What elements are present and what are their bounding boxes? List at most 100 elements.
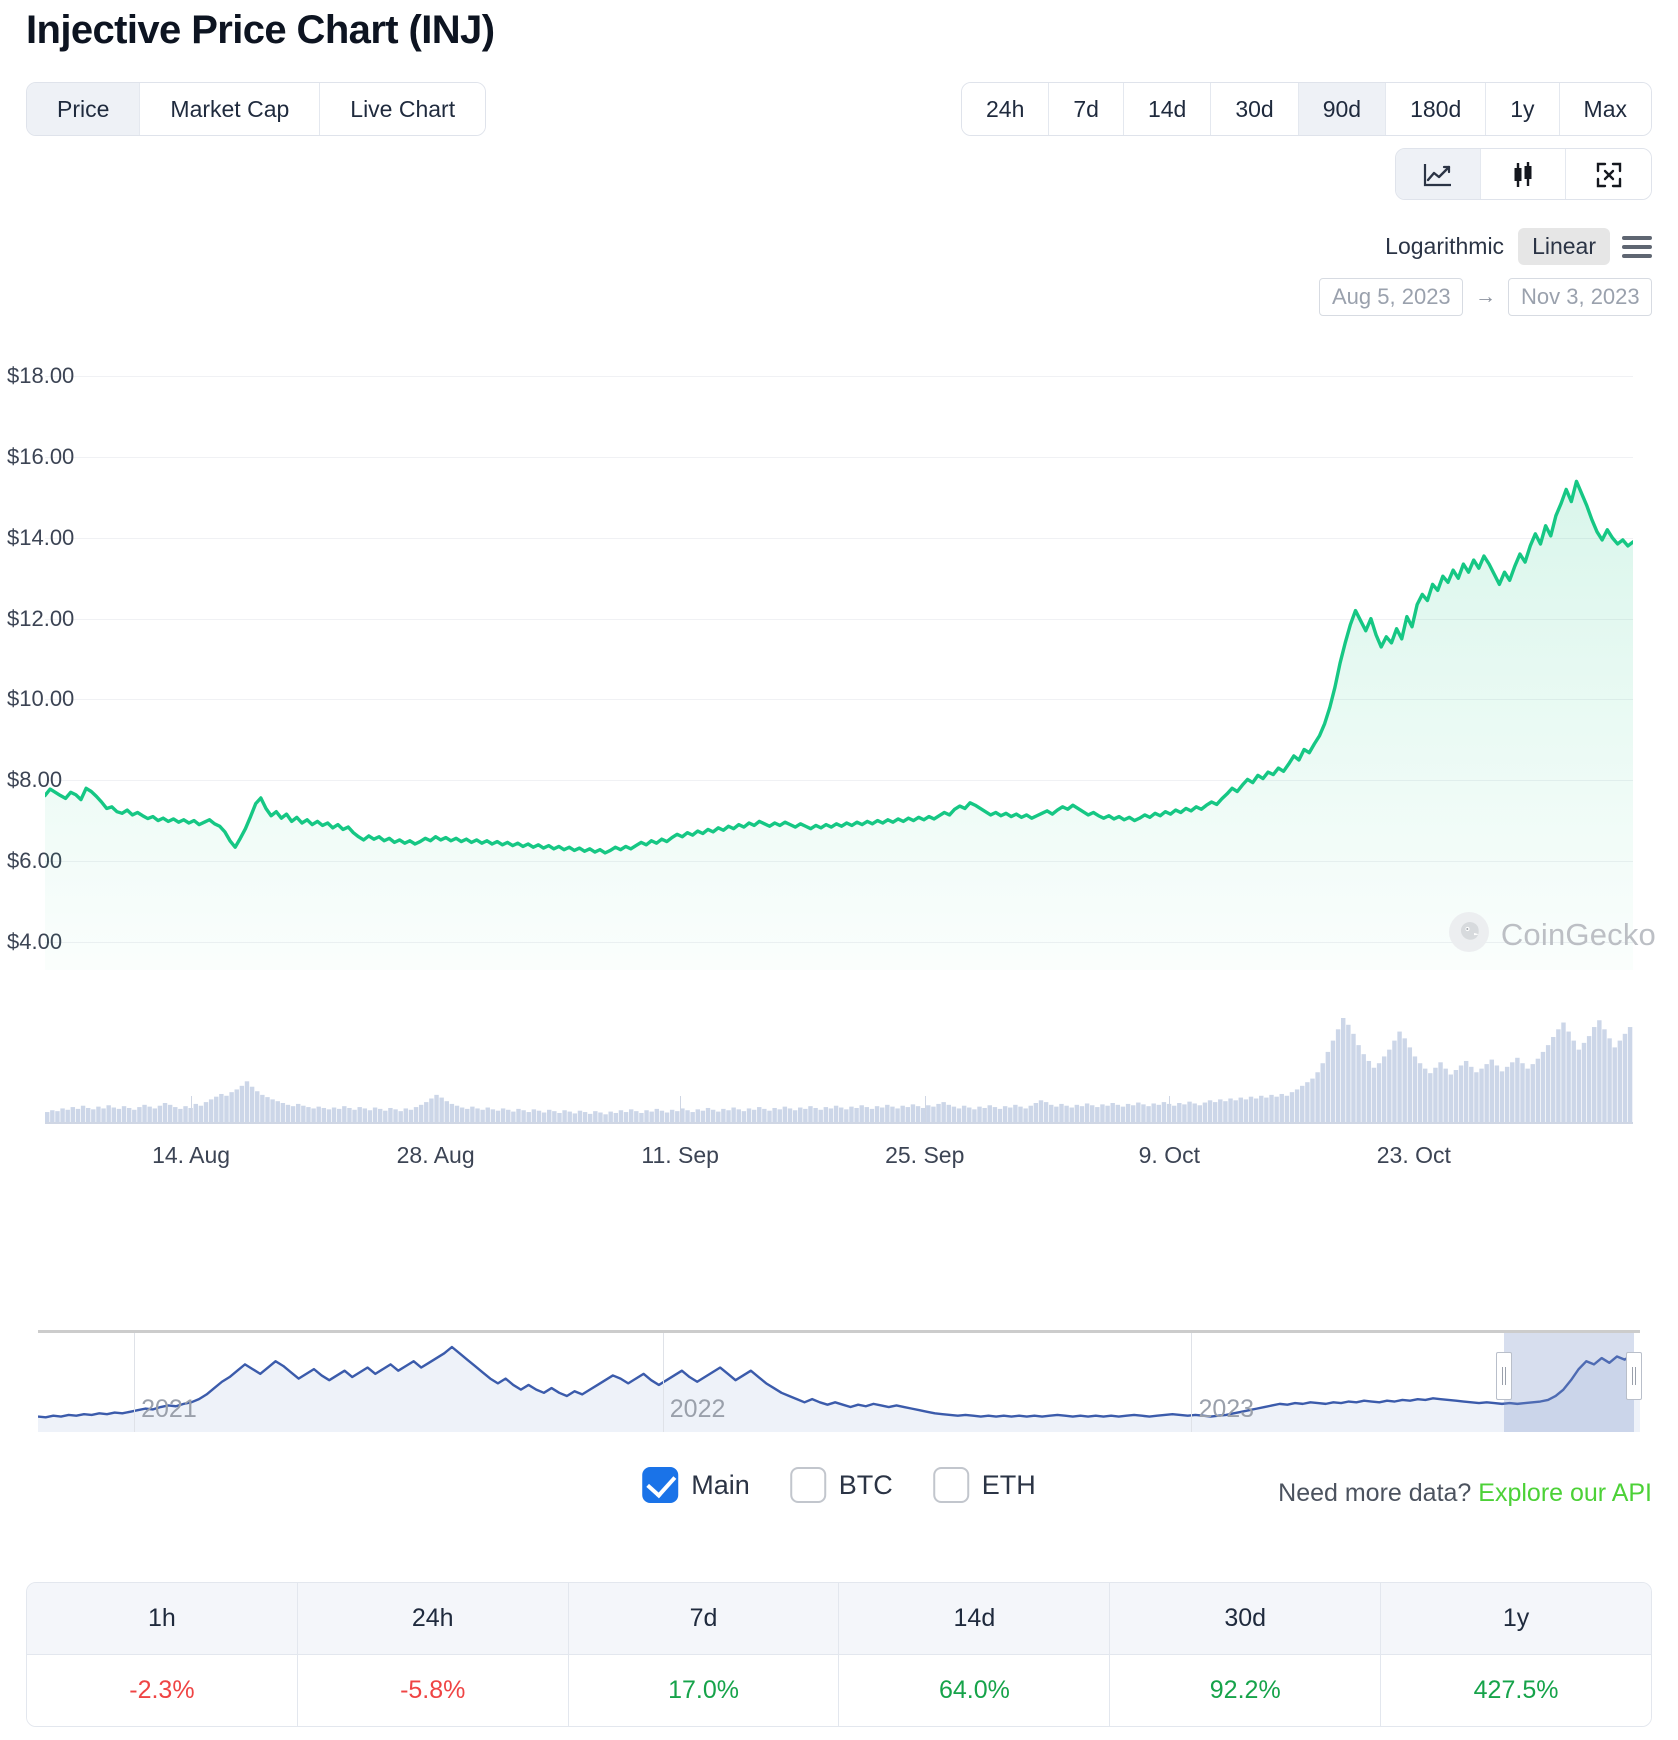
gridline bbox=[45, 537, 1633, 539]
line-chart-button[interactable] bbox=[1396, 149, 1481, 199]
view-tabs[interactable]: Price Market Cap Live Chart bbox=[26, 82, 487, 136]
x-axis-tick bbox=[1169, 1096, 1171, 1124]
range-tab-7d[interactable]: 7d bbox=[1049, 83, 1124, 135]
x-axis-tick bbox=[191, 1096, 193, 1124]
navigator-year-separator bbox=[662, 1333, 664, 1432]
x-axis-tick bbox=[435, 1096, 437, 1124]
x-axis-label: 9. Oct bbox=[1138, 1142, 1200, 1168]
legend-label: ETH bbox=[981, 1469, 1036, 1500]
x-axis-label: 11. Sep bbox=[641, 1142, 719, 1168]
navigator-handle-right[interactable] bbox=[1625, 1352, 1642, 1400]
navigator-year-separator bbox=[1191, 1333, 1193, 1432]
range-tab-14d[interactable]: 14d bbox=[1123, 83, 1212, 135]
series-legend: Main BTC ETH bbox=[0, 1467, 1678, 1527]
stats-value-24h: -5.8% bbox=[298, 1655, 569, 1726]
candlestick-chart-button[interactable] bbox=[1481, 149, 1566, 199]
range-tab-180d[interactable]: 180d bbox=[1386, 83, 1487, 135]
stats-value-14d: 64.0% bbox=[839, 1655, 1111, 1726]
x-axis-label: 25. Sep bbox=[885, 1142, 965, 1168]
legend-label: BTC bbox=[838, 1469, 893, 1500]
x-axis-tick bbox=[1413, 1096, 1415, 1124]
checkbox-eth[interactable] bbox=[932, 1467, 969, 1503]
range-tab-90d[interactable]: 90d bbox=[1298, 83, 1387, 135]
checkbox-main[interactable] bbox=[642, 1467, 679, 1503]
fullscreen-button[interactable] bbox=[1566, 149, 1651, 199]
range-tab-1y[interactable]: 1y bbox=[1486, 83, 1560, 135]
gridline bbox=[45, 457, 1633, 459]
line-chart-icon bbox=[1423, 162, 1453, 188]
range-tab-30d[interactable]: 30d bbox=[1211, 83, 1299, 135]
x-axis-line bbox=[45, 1122, 1633, 1124]
chart-area: $18.00 $16.00 $14.00 $12.00 $10.00 $8.00 $6.00… bbox=[0, 340, 1678, 1300]
navigator-handle-left[interactable] bbox=[1495, 1352, 1512, 1400]
legend-item-main[interactable]: Main bbox=[642, 1467, 750, 1503]
stats-header-30d: 30d bbox=[1110, 1583, 1382, 1654]
navigator-selection-window[interactable] bbox=[1503, 1333, 1634, 1432]
navigator-year-label: 2021 bbox=[141, 1395, 197, 1423]
price-change-table: 1h 24h 7d 14d 30d 1y -2.3% -5.8% 17.0% 64.0% 92.2… bbox=[26, 1582, 1652, 1727]
coingecko-logo-icon bbox=[1447, 910, 1491, 959]
end-date-input[interactable]: Nov 3, 2023 bbox=[1508, 278, 1652, 316]
scale-toggle-row[interactable]: Logarithmic Linear bbox=[1371, 228, 1652, 265]
volume-plot bbox=[45, 1012, 1633, 1122]
api-note: Need more data? Explore our API bbox=[1278, 1479, 1652, 1508]
logarithmic-scale-option[interactable]: Logarithmic bbox=[1371, 228, 1518, 265]
y-axis-label: $16.00 bbox=[7, 444, 75, 470]
range-navigator[interactable]: 2021 2022 2023 bbox=[38, 1330, 1642, 1432]
stats-header-14d: 14d bbox=[839, 1583, 1111, 1654]
page-title: Injective Price Chart (INJ) bbox=[26, 8, 495, 52]
stats-value-1y: 427.5% bbox=[1473, 1676, 1559, 1704]
gridline bbox=[45, 618, 1633, 620]
chart-type-buttons[interactable] bbox=[1395, 148, 1652, 200]
hamburger-menu-icon[interactable] bbox=[1622, 235, 1652, 258]
navigator-top-border bbox=[38, 1330, 1640, 1333]
date-range-row[interactable]: Aug 5, 2023 → Nov 3, 2023 bbox=[1319, 278, 1652, 316]
candlestick-chart-icon bbox=[1509, 161, 1537, 189]
range-tab-24h[interactable]: 24h bbox=[961, 83, 1050, 135]
gridline bbox=[45, 780, 1633, 782]
range-tab-max[interactable]: Max bbox=[1559, 83, 1651, 135]
view-tab-live-chart[interactable]: Live Chart bbox=[320, 83, 486, 135]
stats-header-7d: 7d bbox=[569, 1583, 840, 1654]
x-axis-tick bbox=[680, 1096, 682, 1124]
legend-item-btc[interactable]: BTC bbox=[789, 1467, 893, 1503]
y-axis-label: $14.00 bbox=[7, 524, 75, 550]
legend-label: Main bbox=[691, 1469, 750, 1500]
navigator-year-separator bbox=[134, 1333, 136, 1432]
table-header-row: 1h 24h 7d 14d 30d 1y bbox=[27, 1583, 1651, 1654]
linear-scale-option[interactable]: Linear bbox=[1518, 228, 1610, 265]
x-axis-label: 28. Aug bbox=[396, 1142, 475, 1168]
coingecko-watermark-text: CoinGecko bbox=[1500, 916, 1656, 952]
navigator-series bbox=[38, 1345, 1640, 1432]
start-date-input[interactable]: Aug 5, 2023 bbox=[1319, 278, 1463, 316]
gridline bbox=[45, 699, 1633, 701]
table-row: -2.3% -5.8% 17.0% 64.0% 92.2% 427.5% bbox=[27, 1654, 1651, 1726]
legend-item-eth[interactable]: ETH bbox=[932, 1467, 1036, 1503]
date-range-arrow-icon: → bbox=[1475, 285, 1496, 308]
time-range-tabs[interactable]: 24h 7d 14d 30d 90d 180d 1y Max bbox=[960, 82, 1652, 136]
x-axis-label: 14. Aug bbox=[152, 1142, 231, 1168]
explore-api-link[interactable]: Explore our API bbox=[1478, 1479, 1652, 1507]
stats-value-30d: 92.2% bbox=[1110, 1655, 1382, 1726]
view-tab-market-cap[interactable]: Market Cap bbox=[140, 83, 321, 135]
y-axis-label: $10.00 bbox=[7, 686, 75, 712]
stats-header-24h: 24h bbox=[298, 1583, 569, 1654]
api-note-text: Need more data? bbox=[1278, 1479, 1472, 1507]
stats-value-7d: 17.0% bbox=[569, 1655, 840, 1726]
y-axis-label: $8.00 bbox=[7, 767, 63, 793]
volume-bar-series bbox=[45, 1018, 1633, 1122]
x-axis-tick bbox=[924, 1096, 926, 1124]
fullscreen-icon bbox=[1595, 161, 1623, 189]
stats-header-1y: 1y bbox=[1502, 1604, 1530, 1632]
navigator-year-label: 2022 bbox=[669, 1395, 726, 1423]
x-axis-label: 23. Oct bbox=[1376, 1142, 1451, 1168]
checkbox-btc[interactable] bbox=[789, 1467, 826, 1503]
view-tab-price[interactable]: Price bbox=[27, 83, 141, 135]
y-axis-label: $12.00 bbox=[7, 605, 75, 631]
stats-header-1h: 1h bbox=[27, 1583, 298, 1654]
price-line-series bbox=[45, 479, 1633, 970]
price-plot[interactable]: $18.00 $16.00 $14.00 $12.00 $10.00 $8.00 $6.00… bbox=[7, 340, 1633, 970]
navigator-year-label: 2023 bbox=[1198, 1395, 1255, 1423]
coingecko-watermark: CoinGecko bbox=[1447, 910, 1656, 959]
